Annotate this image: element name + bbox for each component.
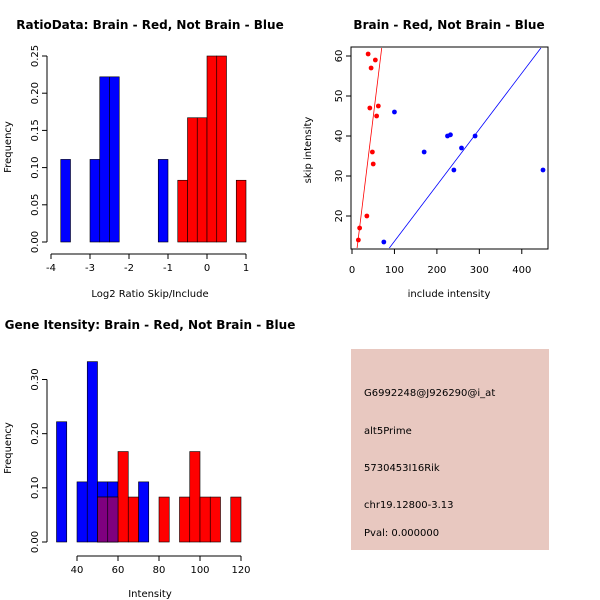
scatter-point	[355, 237, 361, 243]
scatter-point	[540, 167, 546, 173]
ratio-histogram-xlabel: Log2 Ratio Skip/Include	[91, 289, 208, 300]
scatter-point	[459, 145, 464, 151]
gene-histogram-bar	[76, 481, 88, 543]
scatter-point	[369, 149, 375, 155]
scatter-point	[365, 51, 371, 57]
scatter-point	[370, 161, 376, 167]
gene-histogram-y-tick-label: 0.10	[30, 477, 41, 499]
ratio-histogram-x-tick-label: -1	[163, 263, 173, 274]
gene-histogram-ylabel: Frequency	[3, 422, 14, 474]
ratio-histogram-bar	[187, 117, 198, 243]
ratio-histogram-y-tick-label: 0.15	[30, 119, 41, 141]
scatter-y-tick-label: 50	[334, 90, 345, 103]
location-text: chr19.12800-3.13	[364, 500, 454, 511]
gene-histogram-x-tick-label: 60	[112, 565, 125, 576]
gene-histogram-bar	[158, 496, 170, 543]
gene-histogram-title: Gene Itensity: Brain - Red, Not Brain - …	[5, 318, 296, 332]
ratio-histogram-x-tick-label: -4	[46, 263, 56, 274]
info-panel: G6992248@J926290@i_at alt5Prime 5730453I…	[351, 349, 549, 550]
scatter-y-tick-label: 20	[334, 210, 345, 223]
gene-histogram-bar	[189, 451, 201, 543]
scatter-fit-line	[356, 47, 383, 249]
ratio-histogram-title: RatioData: Brain - Red, Not Brain - Blue	[16, 18, 283, 32]
ratio-histogram-bar	[216, 55, 227, 243]
ratio-histogram-bar	[99, 76, 110, 243]
ratio-histogram-ylabel: Frequency	[3, 121, 14, 173]
gene-histogram-bar	[56, 421, 68, 543]
probe-id-text: G6992248@J926290@i_at	[364, 388, 495, 399]
event-type-text: alt5Prime	[364, 426, 412, 437]
scatter-title: Brain - Red, Not Brain - Blue	[353, 18, 544, 32]
scatter-point	[448, 132, 453, 138]
ratio-histogram-y-tick-label: 0.25	[30, 45, 41, 67]
scatter-y-tick-label: 40	[334, 130, 345, 143]
scatter-plot-box	[350, 46, 549, 250]
scatter-point	[375, 103, 381, 109]
scatter-x-tick-label: 0	[349, 265, 355, 276]
ratio-histogram-y-tick-label: 0.05	[30, 194, 41, 216]
gene-histogram-bar	[179, 496, 191, 543]
gene-histogram-bar	[138, 481, 150, 543]
pval-text: Pval: 0.000000	[364, 528, 439, 539]
scatter-point	[392, 109, 397, 115]
gene-histogram-x-tick-label: 80	[153, 565, 166, 576]
intensity-scatter-panel: Brain - Red, Not Brain - Blue include in…	[303, 18, 549, 300]
info-panel-background	[351, 349, 549, 550]
gene-histogram-y-tick-label: 0.20	[30, 423, 41, 445]
gene-histogram-y-tick-label: 0.00	[30, 531, 41, 553]
gene-histogram-x-tick-label: 40	[71, 565, 84, 576]
gene-histogram-bar	[86, 361, 98, 543]
ratio-histogram-bar	[196, 117, 208, 243]
scatter-xlabel: include intensity	[408, 289, 491, 300]
ratio-histogram-y-tick-label: 0.10	[30, 156, 41, 178]
gene-histogram-x-tick-label: 120	[231, 565, 250, 576]
gene-histogram-xlabel: Intensity	[128, 589, 172, 600]
scatter-x-tick-label: 400	[512, 265, 531, 276]
ratio-histogram-bar	[60, 159, 71, 243]
ratio-histogram-bar	[235, 179, 247, 243]
ratio-histogram-bar	[109, 76, 120, 243]
ratio-histogram-bar	[89, 159, 101, 243]
gene-name-text: 5730453I16Rik	[364, 463, 440, 474]
gene-histogram-bar	[199, 496, 211, 543]
scatter-y-tick-label: 60	[334, 50, 345, 63]
gene-histogram-bar	[97, 496, 109, 543]
ratio-histogram-y-tick-label: 0.00	[30, 231, 41, 253]
scatter-point	[374, 113, 380, 119]
ratio-histogram-bar	[206, 55, 218, 243]
ratio-histogram-x-tick-label: 0	[204, 263, 210, 274]
gene-histogram-bar	[107, 496, 119, 543]
gene-intensity-histogram-panel: Gene Itensity: Brain - Red, Not Brain - …	[3, 318, 295, 600]
scatter-point	[472, 133, 478, 139]
ratio-histogram-x-tick-label: 1	[243, 263, 249, 274]
scatter-x-tick-label: 100	[385, 265, 404, 276]
ratio-histogram-bar	[157, 159, 169, 243]
scatter-point	[368, 65, 374, 71]
ratio-histogram-panel: RatioData: Brain - Red, Not Brain - Blue…	[3, 18, 284, 300]
scatter-point	[372, 57, 378, 63]
ratio-histogram-x-tick-label: -3	[85, 263, 95, 274]
gene-histogram-y-tick-label: 0.30	[30, 368, 41, 390]
scatter-ylabel: skip intensity	[303, 117, 314, 184]
gene-histogram-bar	[127, 496, 139, 543]
gene-histogram-bar	[230, 496, 242, 543]
scatter-x-tick-label: 300	[470, 265, 489, 276]
scatter-x-tick-label: 200	[427, 265, 446, 276]
scatter-point	[367, 105, 373, 111]
gene-histogram-x-tick-label: 100	[190, 565, 209, 576]
gene-histogram-bar	[117, 451, 129, 543]
scatter-fit-line	[389, 47, 542, 249]
scatter-y-tick-label: 30	[334, 170, 345, 183]
ratio-histogram-x-tick-label: -2	[124, 263, 134, 274]
gene-histogram-bar	[209, 496, 221, 543]
ratio-histogram-bar	[177, 179, 188, 243]
scatter-point	[421, 149, 427, 155]
scatter-point	[357, 225, 363, 231]
scatter-point	[364, 213, 370, 219]
scatter-point	[451, 167, 457, 173]
ratio-histogram-y-tick-label: 0.20	[30, 82, 41, 104]
scatter-point	[381, 239, 387, 245]
